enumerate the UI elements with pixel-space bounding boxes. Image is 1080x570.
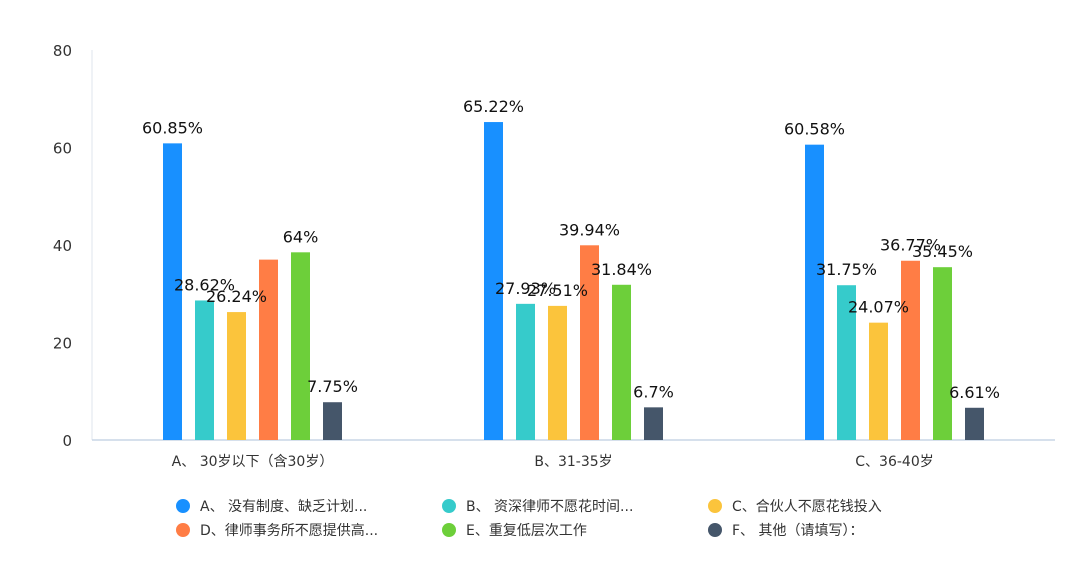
y-tick-label: 40 — [53, 237, 72, 255]
bar — [163, 143, 182, 440]
legend-item[interactable]: B、 资深律师不愿花时间... — [442, 496, 633, 516]
data-label: 35.45% — [912, 242, 973, 261]
legend-item[interactable]: C、合伙人不愿花钱投入 — [708, 496, 882, 516]
data-label: 7.75% — [307, 377, 358, 396]
data-label: 26.24% — [206, 287, 267, 306]
bar — [837, 285, 856, 440]
legend-marker-icon — [442, 523, 456, 537]
bar — [901, 260, 920, 440]
bar — [195, 300, 214, 440]
legend-item[interactable]: A、 没有制度、缺乏计划... — [176, 496, 367, 516]
data-label: 28.62% — [174, 275, 235, 294]
data-labels: 60.85% 28.62%26.24% 64% 7.75% 65.22% 27.93%27… — [142, 97, 1000, 402]
bar — [805, 144, 824, 441]
bar — [548, 305, 567, 440]
legend-item[interactable]: D、律师事务所不愿提供高... — [176, 520, 378, 540]
data-label: 39.94% — [559, 220, 620, 239]
bar — [259, 259, 278, 440]
data-label: 36.77% — [880, 236, 941, 255]
bar-chart: 0 20 40 60 80 A、 30岁以下（含30岁） B、31-35岁 C、36-40岁… — [53, 42, 1055, 470]
data-label: 6.7% — [633, 382, 674, 401]
data-label: 60.85% — [142, 118, 203, 137]
data-label: 31.75% — [816, 260, 877, 279]
legend-label: D、律师事务所不愿提供高... — [200, 523, 379, 539]
bar — [965, 407, 984, 440]
data-label: 27.51% — [527, 281, 588, 300]
x-tick-label: C、36-40岁 — [855, 454, 933, 470]
legend-item[interactable]: F、 其他（请填写）： — [708, 520, 864, 540]
legend-marker-icon — [708, 499, 722, 513]
y-tick-label: 20 — [53, 335, 72, 353]
data-label: 24.07% — [848, 298, 909, 317]
x-tick-label: B、31-35岁 — [534, 454, 612, 470]
bar — [227, 312, 246, 440]
bar — [323, 402, 342, 440]
legend-marker-icon — [442, 499, 456, 513]
bar — [612, 284, 631, 440]
bar — [869, 322, 888, 440]
legend-marker-icon — [176, 523, 190, 537]
legend-label: F、 其他（请填写）： — [732, 523, 864, 539]
data-label: 65.22% — [463, 97, 524, 116]
y-axis: 0 20 40 60 80 — [53, 42, 93, 450]
data-label: 64% — [283, 227, 319, 246]
bars — [163, 122, 984, 441]
legend-marker-icon — [708, 523, 722, 537]
legend-label: A、 没有制度、缺乏计划... — [200, 499, 368, 515]
y-tick-label: 80 — [53, 42, 72, 60]
legend-label: B、 资深律师不愿花时间... — [466, 499, 634, 515]
legend-label: C、合伙人不愿花钱投入 — [732, 499, 882, 515]
bar — [291, 252, 310, 440]
legend-label: E、重复低层次工作 — [466, 523, 587, 539]
bar — [516, 303, 535, 440]
y-tick-label: 0 — [62, 432, 72, 450]
bar — [644, 407, 663, 440]
y-tick-label: 60 — [53, 140, 72, 158]
data-label: 27.93% — [495, 279, 556, 298]
data-label: 31.84% — [591, 260, 652, 279]
legend-marker-icon — [176, 499, 190, 513]
x-axis: A、 30岁以下（含30岁） B、31-35岁 C、36-40岁 — [92, 439, 1055, 470]
bar — [580, 245, 599, 440]
bar — [484, 122, 503, 441]
legend-item[interactable]: E、重复低层次工作 — [442, 520, 587, 540]
data-label: 60.58% — [784, 120, 845, 139]
bar — [933, 267, 952, 440]
data-label: 6.61% — [949, 383, 1000, 402]
x-tick-label: A、 30岁以下（含30岁） — [172, 454, 334, 470]
